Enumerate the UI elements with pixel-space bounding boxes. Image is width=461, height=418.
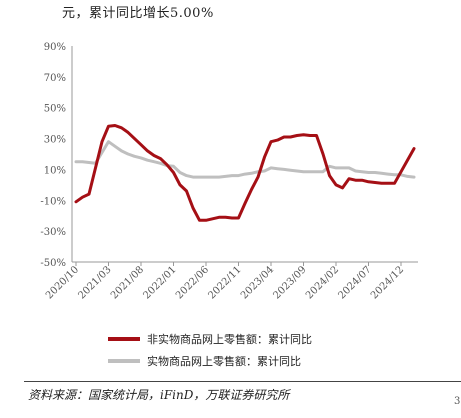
source-note: 资料来源：国家统计局，iFinD，万联证券研究所 bbox=[28, 388, 290, 402]
x-tick-label: 2021/03 bbox=[76, 264, 113, 301]
source-rule bbox=[24, 381, 461, 382]
x-tick-label: 2020/10 bbox=[44, 264, 81, 301]
legend-label-physical: 实物商品网上零售额：累计同比 bbox=[147, 354, 301, 368]
chart-axes bbox=[71, 46, 418, 263]
series-line-physical bbox=[74, 140, 416, 179]
y-tick-label: 90% bbox=[44, 42, 66, 53]
page-number: 3 bbox=[454, 396, 461, 407]
y-tick-label: -50% bbox=[40, 258, 66, 269]
y-tick-label: -30% bbox=[40, 227, 66, 238]
chart-series bbox=[74, 124, 416, 222]
x-tick-label: 2023/04 bbox=[239, 264, 276, 301]
x-tick-label: 2024/07 bbox=[336, 264, 373, 301]
y-tick-label: 10% bbox=[44, 165, 66, 176]
y-tick-label: 30% bbox=[44, 135, 66, 146]
x-tick-label: 2022/01 bbox=[141, 264, 178, 301]
line-chart: 90%70%50%30%10%-10%-30%-50% 2020/102021/… bbox=[40, 42, 418, 368]
y-tick-label: 70% bbox=[44, 73, 66, 84]
y-tick-label: 50% bbox=[44, 104, 66, 115]
x-tick-label: 2023/09 bbox=[271, 264, 308, 301]
legend-label-non-physical: 非实物商品网上零售额：累计同比 bbox=[147, 332, 312, 346]
series-line-non-physical bbox=[74, 124, 416, 222]
x-axis-ticks: 2020/102021/032021/082022/012022/062022/… bbox=[44, 262, 406, 301]
y-axis-ticks: 90% 70% 50% 30% 10% -10% -30% -50% bbox=[40, 42, 66, 269]
x-tick-label: 2021/08 bbox=[109, 264, 146, 301]
top-text: 元，累计同比增长5.00% bbox=[62, 6, 214, 21]
x-tick-label: 2024/12 bbox=[369, 264, 406, 301]
x-tick-label: 2022/06 bbox=[174, 264, 211, 301]
x-tick-label: 2022/11 bbox=[206, 264, 243, 301]
y-tick-label: -10% bbox=[40, 196, 66, 207]
x-tick-label: 2024/02 bbox=[304, 264, 341, 301]
